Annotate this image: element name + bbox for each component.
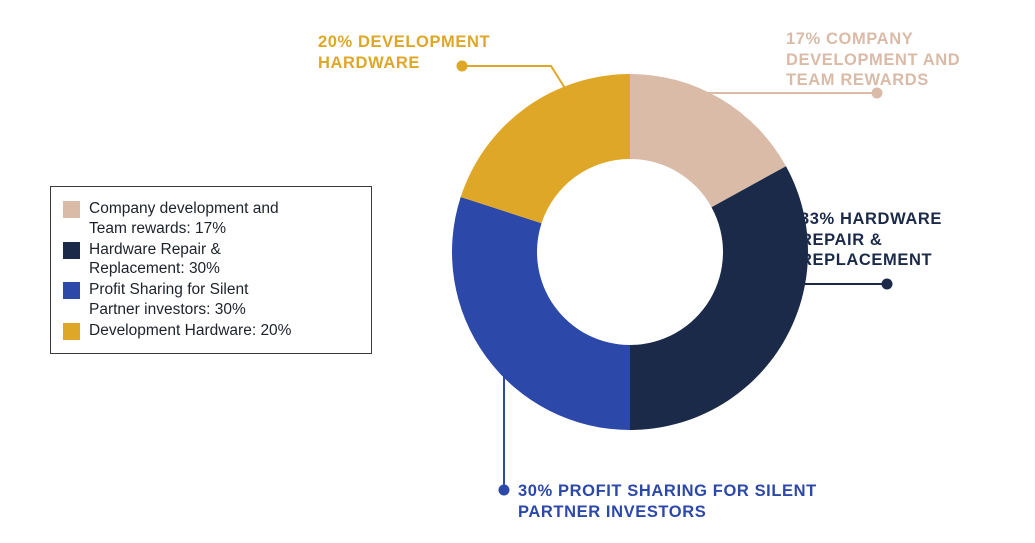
legend-label-company-development: Company development and Team rewards: 17… (89, 200, 279, 237)
callout-leader-company-development-and-team-rewards (704, 87, 883, 99)
legend-label-development-hardware: Development Hardware: 20% (89, 321, 292, 339)
legend-label-profit-sharing: Profit Sharing for Silent Partner invest… (89, 281, 249, 319)
callout-dot-company-development-and-team-rewards (871, 87, 883, 99)
callout-leader-profit-sharing-for-silent-partner-investors (498, 357, 510, 496)
callout-line-development-hardware (462, 65, 576, 105)
donut-segment-development-hardware (460, 74, 630, 224)
callout-dot-development-hardware (456, 60, 468, 72)
callout-company-development-team-rewards: 17% COMPANY DEVELOPMENT AND TEAM REWARDS (786, 30, 961, 90)
donut-segment-company-development-and-team-rewards (630, 74, 786, 208)
legend-swatch-development-hardware (63, 322, 80, 340)
legend-swatch-company-development (63, 201, 80, 218)
legend-swatch-hardware-repair (63, 241, 80, 259)
legend-swatch-profit-sharing (63, 282, 80, 300)
callout-profit-sharing-silent-partners: 30% PROFIT SHARING FOR SILENT PARTNER IN… (518, 482, 817, 521)
callout-dot-hardware-repair-replacement (881, 278, 893, 290)
callout-leader-hardware-repair-replacement (801, 278, 893, 290)
legend-item-development-hardware: Development Hardware: 20% (63, 321, 361, 341)
callout-hardware-repair-replacement: 33% HARDWARE REPAIR & REPLACEMENT (800, 210, 942, 270)
legend-item-hardware-repair: Hardware Repair & Replacement: 30% (63, 240, 361, 280)
donut-segment-profit-sharing-for-silent-partner-investors (452, 196, 630, 430)
chart-legend: Company development and Team rewards: 17… (50, 186, 372, 354)
callout-development-hardware: 20% DEVELOPMENT HARDWARE (318, 33, 491, 72)
donut-segment-hardware-repair-replacement (630, 166, 809, 430)
callout-dot-profit-sharing-for-silent-partner-investors (498, 484, 510, 496)
legend-item-company-development: Company development and Team rewards: 17… (63, 199, 361, 239)
legend-label-hardware-repair: Hardware Repair & Replacement: 30% (89, 240, 221, 278)
legend-item-profit-sharing: Profit Sharing for Silent Partner invest… (63, 280, 361, 320)
callout-leader-development-hardware (456, 60, 576, 105)
